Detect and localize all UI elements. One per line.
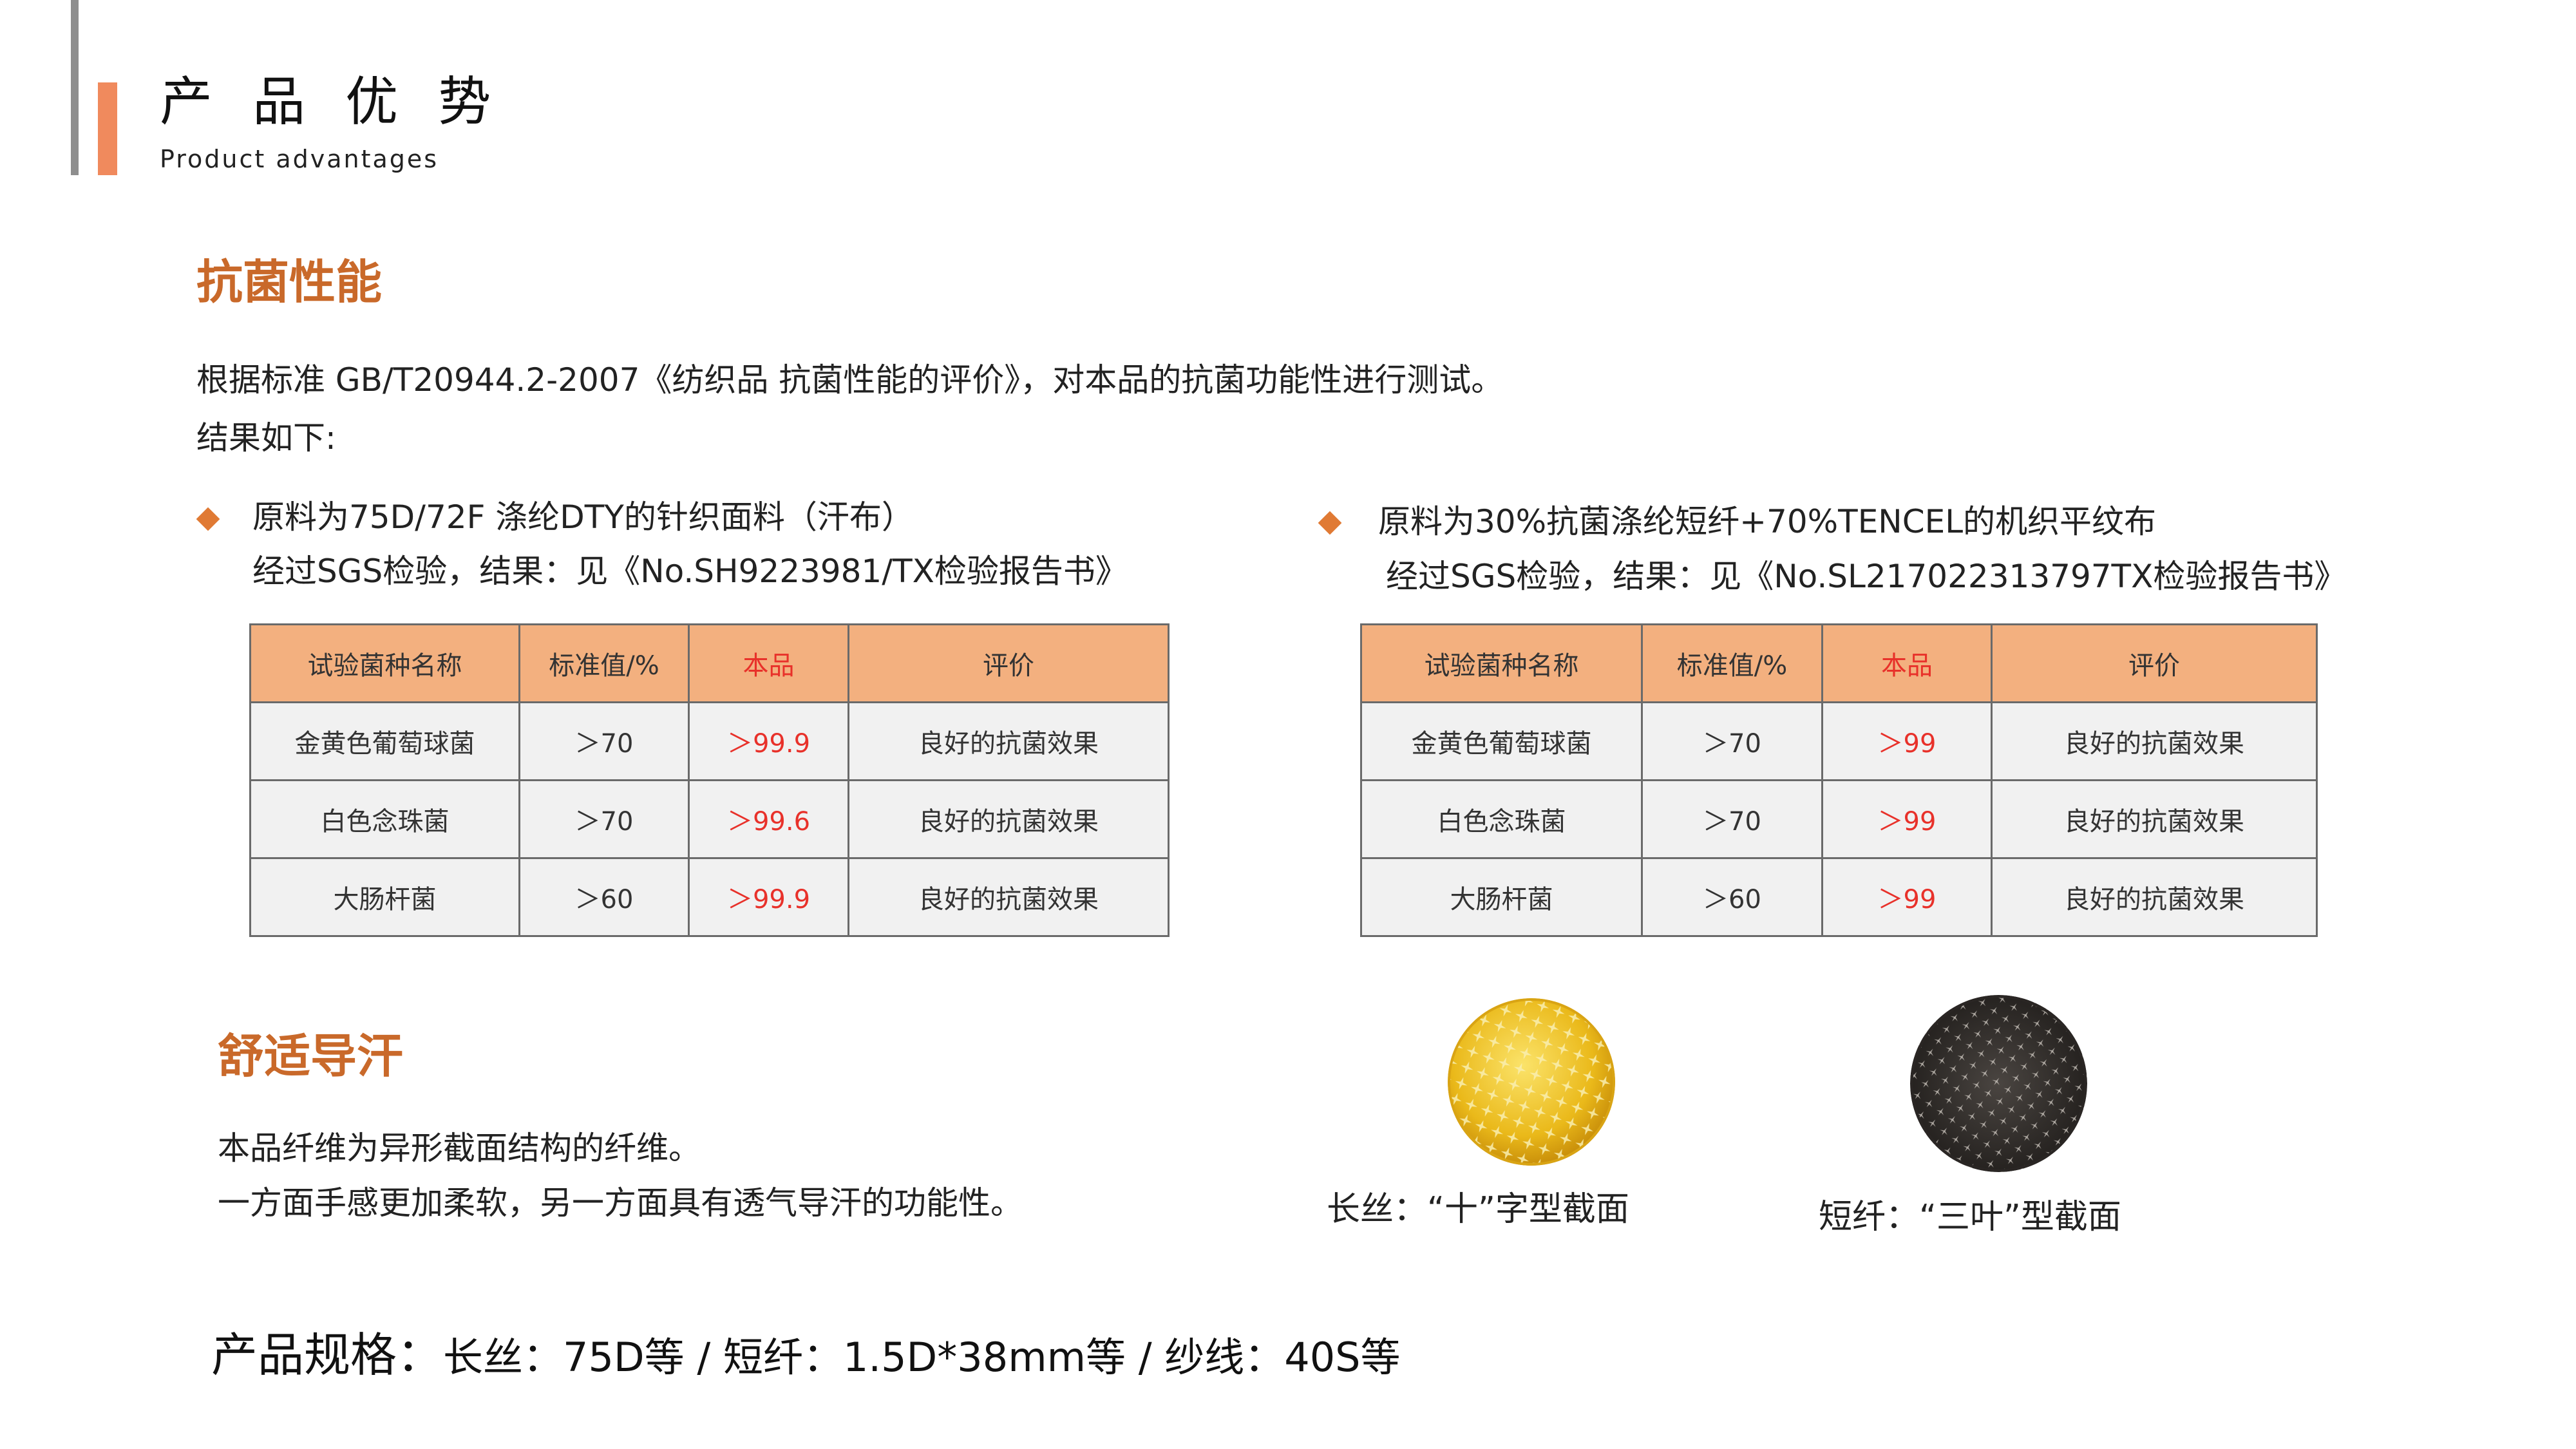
table-header-cell: 标准值/%: [1641, 623, 1823, 703]
page-subtitle: Product advantages: [160, 145, 439, 173]
table-cell: 白色念珠菌: [1360, 779, 1643, 859]
left-sample-line2: 经过SGS检验，结果：见《No.SH9223981/TX检验报告书》: [252, 553, 1128, 590]
right-sample-line1: 原料为30%抗菌涤纶短纤+70%TENCEL的机织平纹布: [1378, 503, 2157, 540]
table-cell: 良好的抗菌效果: [1991, 857, 2318, 937]
table-row: 白色念珠菌 ＞70 ＞99.6 良好的抗菌效果: [249, 779, 1170, 859]
table-header-cell: 本品: [1821, 623, 1993, 703]
header-orange-bar: [98, 82, 117, 175]
table-cell: 良好的抗菌效果: [1991, 701, 2318, 781]
table-cell: ＞70: [518, 779, 690, 859]
left-results-table: 试验菌种名称 标准值/% 本品 评价 金黄色葡萄球菌 ＞70 ＞99.9 良好的…: [249, 623, 1170, 937]
comfort-heading: 舒适导汗: [218, 1029, 404, 1083]
staple-fiber-caption: 短纤：“三叶”型截面: [1819, 1198, 2121, 1236]
filament-cross-section-image: [1448, 998, 1615, 1166]
table-cell: 良好的抗菌效果: [848, 701, 1170, 781]
table-cell: ＞70: [1641, 701, 1823, 781]
table-row: 金黄色葡萄球菌 ＞70 ＞99.9 良好的抗菌效果: [249, 701, 1170, 781]
table-cell: 良好的抗菌效果: [848, 779, 1170, 859]
table-row: 大肠杆菌 ＞60 ＞99 良好的抗菌效果: [1360, 857, 2318, 937]
table-header-cell: 评价: [1991, 623, 2318, 703]
product-spec-value: 长丝：75D等 / 短纤：1.5D*38mm等 / 纱线：40S等: [443, 1334, 1401, 1381]
table-header-row: 试验菌种名称 标准值/% 本品 评价: [1360, 623, 2318, 703]
page-title: 产 品 优 势: [160, 71, 503, 133]
table-header-cell: 评价: [848, 623, 1170, 703]
table-cell: 良好的抗菌效果: [848, 857, 1170, 937]
table-header-row: 试验菌种名称 标准值/% 本品 评价: [249, 623, 1170, 703]
product-spec: 产品规格：长丝：75D等 / 短纤：1.5D*38mm等 / 纱线：40S等: [211, 1332, 1401, 1378]
staple-fiber-cross-section-image: [1910, 995, 2087, 1172]
table-cell: 大肠杆菌: [249, 857, 520, 937]
header-gray-bar: [71, 0, 79, 175]
antibacterial-intro-line1: 根据标准 GB/T20944.2-2007《纺织品 抗菌性能的评价》，对本品的抗…: [196, 361, 1504, 399]
table-cell: 白色念珠菌: [249, 779, 520, 859]
table-cell: ＞60: [1641, 857, 1823, 937]
table-row: 大肠杆菌 ＞60 ＞99.9 良好的抗菌效果: [249, 857, 1170, 937]
bullet-diamond-icon: [1318, 511, 1342, 535]
table-row: 金黄色葡萄球菌 ＞70 ＞99 良好的抗菌效果: [1360, 701, 2318, 781]
table-cell: ＞70: [1641, 779, 1823, 859]
product-spec-label: 产品规格：: [211, 1328, 444, 1382]
table-cell: ＞99.9: [688, 857, 849, 937]
bullet-diamond-icon: [196, 507, 220, 531]
table-cell: ＞99: [1821, 779, 1993, 859]
table-cell: ＞99.9: [688, 701, 849, 781]
filament-caption: 长丝：“十”字型截面: [1327, 1190, 1629, 1229]
table-cell: 金黄色葡萄球菌: [1360, 701, 1643, 781]
table-cell: 金黄色葡萄球菌: [249, 701, 520, 781]
antibacterial-intro-line2: 结果如下:: [196, 419, 336, 457]
table-cell: 良好的抗菌效果: [1991, 779, 2318, 859]
table-cell: ＞99: [1821, 701, 1993, 781]
comfort-line2: 一方面手感更加柔软，另一方面具有透气导汗的功能性。: [218, 1184, 1023, 1222]
table-cell: ＞99.6: [688, 779, 849, 859]
table-header-cell: 标准值/%: [518, 623, 690, 703]
right-sample-line2: 经过SGS检验，结果：见《No.SL217022313797TX检验报告书》: [1386, 558, 2347, 595]
table-cell: ＞99: [1821, 857, 1993, 937]
right-results-table: 试验菌种名称 标准值/% 本品 评价 金黄色葡萄球菌 ＞70 ＞99 良好的抗菌…: [1360, 623, 2318, 937]
table-header-cell: 试验菌种名称: [1360, 623, 1643, 703]
table-header-cell: 试验菌种名称: [249, 623, 520, 703]
table-row: 白色念珠菌 ＞70 ＞99 良好的抗菌效果: [1360, 779, 2318, 859]
table-cell: 大肠杆菌: [1360, 857, 1643, 937]
left-sample-line1: 原料为75D/72F 涤纶DTY的针织面料（汗布）: [252, 498, 914, 536]
table-cell: ＞60: [518, 857, 690, 937]
antibacterial-heading: 抗菌性能: [196, 255, 383, 309]
table-cell: ＞70: [518, 701, 690, 781]
comfort-line1: 本品纤维为异形截面结构的纤维。: [218, 1130, 701, 1167]
table-header-cell: 本品: [688, 623, 849, 703]
